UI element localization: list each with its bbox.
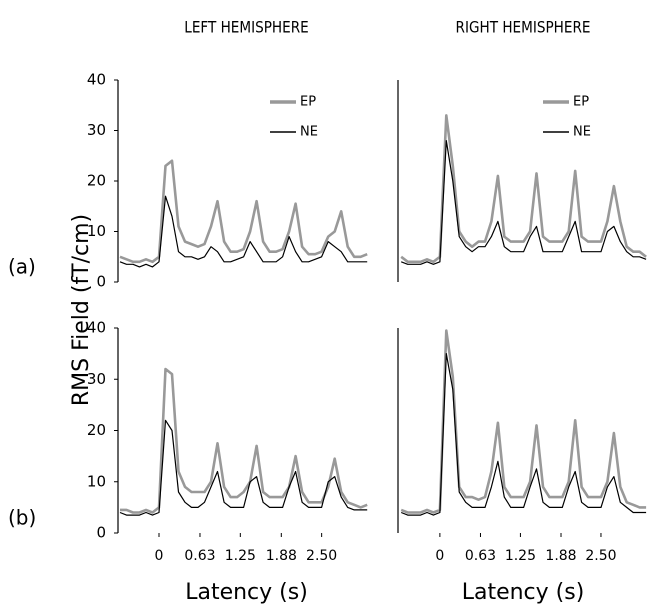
series-line: [119, 195, 368, 268]
x-tick-label: 1.25: [505, 548, 536, 564]
panel-title: LEFT HEMISPHERE: [184, 18, 308, 36]
x-tick-label: 0: [155, 548, 164, 564]
series-line: [120, 367, 368, 514]
y-tick-label: 30: [87, 370, 106, 388]
panel-title: RIGHT HEMISPHERE: [456, 18, 591, 36]
legend-label: EP: [300, 95, 316, 110]
series-line: [400, 329, 647, 514]
x-axis-label: Latency (s): [185, 580, 308, 605]
y-tick-label: 0: [96, 273, 106, 291]
series-line: [400, 353, 647, 516]
panel-label: (a): [8, 255, 36, 279]
x-tick-label: 1.25: [225, 548, 256, 564]
x-tick-label: 0.63: [465, 548, 496, 564]
x-tick-label: 0.63: [184, 548, 215, 564]
x-axis-label: Latency (s): [462, 580, 585, 605]
y-tick-label: 20: [87, 421, 106, 439]
y-axis-label: RMS Field (fT/cm): [69, 214, 94, 406]
y-tick-label: 40: [87, 71, 106, 89]
y-tick-label: 20: [87, 172, 106, 190]
y-tick-label: 0: [96, 524, 106, 542]
legend-label: EP: [573, 95, 589, 110]
panel-label: (b): [8, 506, 36, 530]
series-line: [119, 159, 368, 264]
series-line: [119, 419, 368, 516]
y-tick-label: 40: [87, 319, 106, 337]
y-tick-label: 10: [87, 222, 106, 240]
series-line: [400, 140, 647, 265]
x-tick-label: 0: [435, 548, 444, 564]
legend-label: NE: [300, 125, 318, 140]
x-tick-label: 1.88: [545, 548, 576, 564]
legend-label: NE: [573, 125, 591, 140]
x-tick-label: 1.88: [266, 548, 297, 564]
y-tick-label: 30: [87, 121, 106, 139]
series-line: [400, 114, 647, 264]
x-tick-label: 2.50: [585, 548, 616, 564]
y-tick-label: 10: [87, 472, 106, 490]
x-tick-label: 2.50: [306, 548, 337, 564]
